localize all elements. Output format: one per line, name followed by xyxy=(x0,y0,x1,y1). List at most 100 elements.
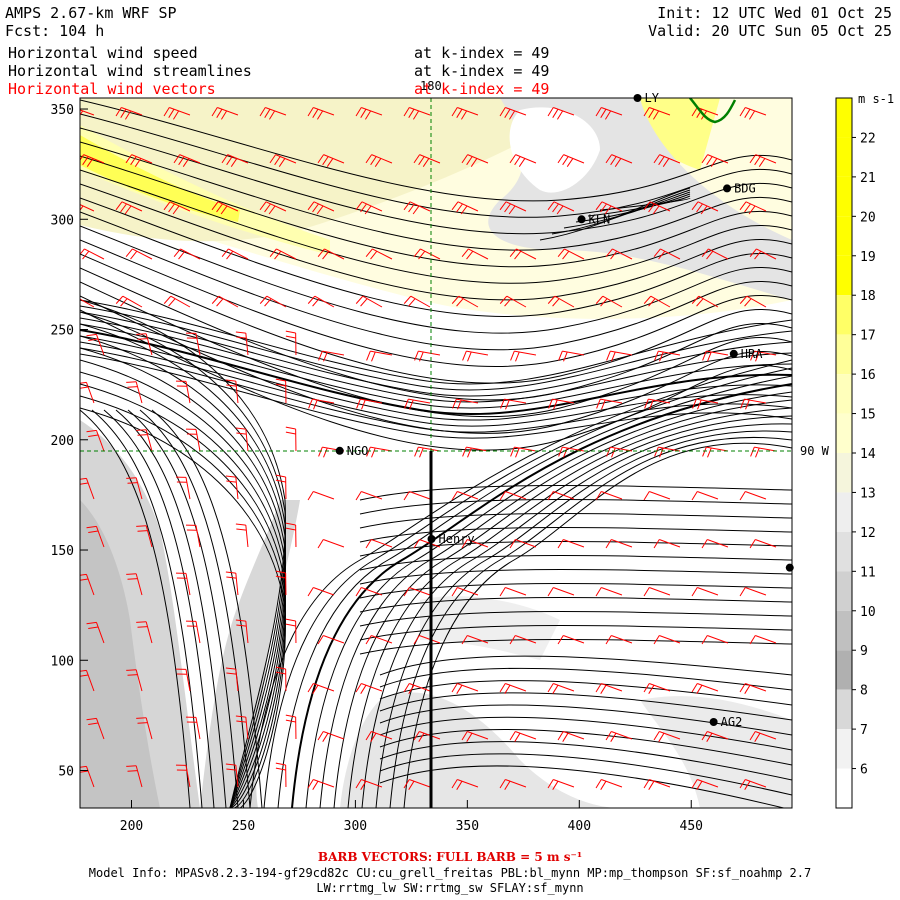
wind-barb-flag xyxy=(274,156,281,166)
streamline xyxy=(389,436,792,808)
wind-barb-flag xyxy=(504,684,511,694)
wind-barb-flag xyxy=(557,731,564,741)
wind-barb-flag xyxy=(221,154,229,164)
wind-barb-flag xyxy=(692,398,697,409)
wind-barb xyxy=(601,587,623,596)
wind-barb xyxy=(409,683,431,692)
wind-barb-flag xyxy=(317,248,325,258)
station-label: LY xyxy=(645,91,660,105)
wind-barb-flag xyxy=(137,338,148,340)
wind-barb-flag xyxy=(264,298,272,307)
wind-barb-flag xyxy=(408,203,415,213)
wind-barb xyxy=(169,107,191,116)
wind-barb xyxy=(553,587,575,596)
wind-barb-flag xyxy=(595,107,602,117)
wind-barb-flag xyxy=(499,683,506,693)
wind-barb-flag xyxy=(452,398,457,409)
wind-barb-flag xyxy=(137,530,148,532)
colorbar-label: 9 xyxy=(860,644,868,659)
wind-barb xyxy=(563,635,585,644)
wind-barb-flag xyxy=(126,381,137,383)
wind-barb-flag xyxy=(235,523,246,526)
wind-barb xyxy=(515,154,537,164)
wind-barb-flag xyxy=(365,248,373,258)
wind-barb-flag xyxy=(285,330,296,334)
wind-barb xyxy=(650,295,671,308)
wind-barb-flag xyxy=(414,350,419,361)
wind-barb-flag xyxy=(168,203,175,213)
station-label: Henry xyxy=(439,532,475,546)
wind-barb xyxy=(611,154,633,164)
wind-barb-flag xyxy=(557,635,564,645)
wind-barb-flag xyxy=(652,110,660,120)
wind-barb-flag xyxy=(307,779,314,789)
wind-barb xyxy=(410,295,431,308)
wind-barbs xyxy=(80,107,777,790)
wind-barb-flag xyxy=(285,527,296,531)
wind-barb xyxy=(658,350,681,356)
wind-barb-flag xyxy=(226,250,234,260)
wind-barb-flag xyxy=(600,298,608,307)
wind-barb xyxy=(265,201,287,212)
wind-barb-flag xyxy=(80,482,89,485)
wind-barb xyxy=(562,350,585,356)
wind-barb-flag xyxy=(355,779,362,789)
streamline xyxy=(359,555,792,571)
colorbar-label: 12 xyxy=(860,526,876,541)
wind-barb-flag xyxy=(88,338,99,341)
wind-barb xyxy=(313,587,335,596)
wind-barb-flag xyxy=(365,635,372,645)
wind-barb-flag xyxy=(461,635,468,645)
wind-barb-flag xyxy=(318,350,323,361)
wind-barb-flag xyxy=(691,491,698,501)
wind-barb-flag xyxy=(235,715,246,718)
wind-barb-flag xyxy=(422,158,430,167)
wind-barb-flag xyxy=(547,779,554,789)
wind-barb-flag xyxy=(226,672,237,675)
wind-barb xyxy=(553,107,575,116)
wind-barb xyxy=(457,683,479,692)
station-label: KLN xyxy=(589,212,611,226)
wind-barb-flag xyxy=(701,539,708,549)
wind-barb xyxy=(322,350,345,356)
wind-barb-flag xyxy=(259,295,268,304)
streamline xyxy=(91,409,203,808)
wind-barb xyxy=(457,587,479,596)
station-dot xyxy=(335,446,344,455)
wind-barb xyxy=(562,446,585,452)
wind-barb-flag xyxy=(137,434,148,436)
wind-barb-flag xyxy=(611,447,616,458)
wind-barb-flag xyxy=(361,399,366,410)
wind-barb xyxy=(745,491,767,500)
wind-barb-flag xyxy=(120,203,127,213)
wind-barb-flag xyxy=(268,205,276,215)
wind-barb-flag xyxy=(221,248,229,258)
wind-barb-flag xyxy=(365,539,372,549)
wind-barb-flag xyxy=(461,539,468,549)
wind-barb-flag xyxy=(648,684,655,694)
wind-barb-flag xyxy=(225,667,236,670)
wind-barb-flag xyxy=(509,731,516,741)
wind-barb xyxy=(707,731,729,740)
wind-barb xyxy=(601,107,623,116)
wind-barb-flag xyxy=(137,722,148,724)
wind-barb xyxy=(409,107,431,116)
wind-barb xyxy=(314,295,335,308)
wind-barb-flag xyxy=(653,539,660,549)
streamline xyxy=(80,197,792,317)
wind-barb-flag xyxy=(285,623,296,627)
wind-barb-flag xyxy=(610,732,617,742)
wind-barb xyxy=(746,295,767,308)
wind-barb xyxy=(649,683,671,692)
wind-barb-flag xyxy=(408,780,415,790)
wind-barb-flag xyxy=(364,205,372,215)
wind-barb-flag xyxy=(658,156,665,166)
wind-barb-flag xyxy=(557,154,565,164)
wind-barb xyxy=(370,446,393,452)
streamline xyxy=(587,195,691,217)
wind-barb-flag xyxy=(308,398,313,409)
wind-barb-flag xyxy=(696,298,704,307)
wind-barb-flag xyxy=(600,684,607,694)
streamline xyxy=(403,442,792,808)
streamline xyxy=(359,569,792,585)
